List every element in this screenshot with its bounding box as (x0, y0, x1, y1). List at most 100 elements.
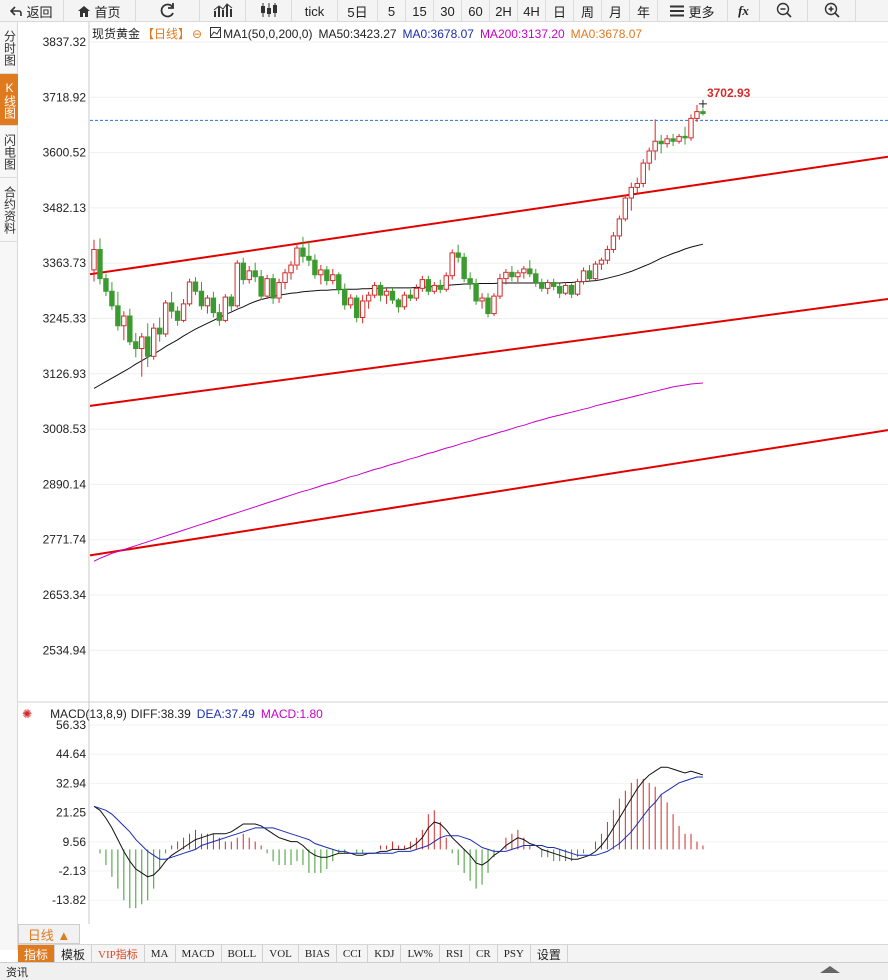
home-button[interactable]: 首页 (64, 0, 136, 22)
candle-body (401, 294, 408, 308)
candle-body (145, 336, 151, 357)
candle-body (324, 269, 330, 282)
fx-icon: fx (738, 3, 749, 18)
dea-line (93, 776, 703, 860)
candle-body (449, 252, 455, 277)
tab-kline[interactable]: K线图 (0, 74, 18, 126)
price-tick-label: 3600.52 (43, 146, 87, 160)
price-tick-label: 3718.92 (43, 90, 87, 104)
period-4h-button[interactable]: 4H (518, 0, 546, 22)
tab-psy[interactable]: PSY (498, 945, 531, 963)
candle-body (437, 284, 443, 290)
candle-body (539, 282, 545, 289)
candle-body (318, 269, 324, 276)
period-selector[interactable]: 日线 ▲ (18, 924, 80, 944)
tab-indicators[interactable]: 指标 (18, 945, 56, 963)
macd-settings-icon[interactable]: ✺ (22, 707, 33, 721)
zoom-out-button[interactable] (760, 0, 808, 22)
candle-body (168, 302, 175, 312)
candle-body (473, 282, 479, 302)
price-tick-label: 2534.94 (43, 643, 87, 657)
candle-body (646, 150, 652, 164)
candle-body (580, 270, 587, 283)
candle-body (503, 271, 509, 280)
chart-type-button[interactable] (200, 0, 246, 22)
ma50-value: MA50:3423.27 (318, 26, 397, 41)
candle-body (342, 288, 348, 306)
candle-body (443, 275, 449, 290)
candle-body (604, 249, 611, 261)
candle-body (670, 138, 676, 142)
candle-body (276, 282, 282, 299)
macd-tick-label: 32.94 (56, 776, 86, 790)
period-month-button[interactable]: 月 (602, 0, 630, 22)
tab-boll[interactable]: BOLL (222, 945, 264, 963)
candle-body (127, 315, 133, 343)
period-5-button[interactable]: 5 (378, 0, 406, 22)
period-year-button[interactable]: 年 (630, 0, 658, 22)
tab-bias[interactable]: BIAS (299, 945, 337, 963)
period-30-button[interactable]: 30 (434, 0, 462, 22)
tab-ma[interactable]: MA (145, 945, 176, 963)
period-60-button[interactable]: 60 (462, 0, 490, 22)
period-week-button[interactable]: 周 (574, 0, 602, 22)
candle-body (628, 186, 634, 199)
tab-settings[interactable]: 设置 (531, 945, 568, 963)
refresh-button[interactable] (136, 0, 200, 22)
tab-lwr[interactable]: LW% (401, 945, 440, 963)
candle-body (216, 312, 223, 321)
tab-rsi[interactable]: RSI (440, 945, 471, 963)
candle-style-button[interactable] (246, 0, 292, 22)
news-label[interactable]: 资讯 (6, 966, 28, 979)
candle-body (622, 197, 629, 220)
tab-kdj[interactable]: KDJ (368, 945, 402, 963)
candle-body (497, 278, 503, 297)
candle-body (455, 252, 461, 258)
period-2h-button[interactable]: 2H (490, 0, 518, 22)
tab-template[interactable]: 模板 (55, 945, 93, 963)
candle-body (521, 268, 527, 274)
tick-button[interactable]: tick (292, 0, 338, 22)
five-day-button[interactable]: 5日 (338, 0, 378, 22)
tab-macd[interactable]: MACD (176, 945, 222, 963)
candle-body (562, 284, 569, 294)
back-button[interactable]: 返回 (0, 0, 64, 22)
tab-flash-chart[interactable]: 闪电图 (0, 126, 18, 178)
tab-cci[interactable]: CCI (337, 945, 369, 963)
settings-icon[interactable]: ⊖ (192, 26, 203, 41)
candle-body (550, 282, 557, 287)
candle-body (664, 138, 670, 145)
candle-body (270, 278, 276, 299)
candle-body (359, 300, 366, 318)
menu-icon (670, 5, 685, 17)
kline-chart[interactable]: 3702.93 3837.32 3718.92 3600.52 3482.13 3363… (18, 22, 888, 924)
tab-vip-indicators[interactable]: VIP指标 (92, 945, 145, 963)
more-button[interactable]: 更多 (658, 0, 728, 22)
tab-vol[interactable]: VOL (263, 945, 299, 963)
candle-body (682, 135, 688, 139)
price-tick-label: 3245.33 (43, 312, 87, 326)
tab-cr[interactable]: CR (470, 945, 498, 963)
ma0-value: MA0:3678.07 (402, 26, 474, 41)
period-label: 【日线】 (142, 27, 191, 41)
indicator-icon[interactable] (210, 26, 222, 41)
macd-params: MACD(13,8,9) (50, 707, 127, 721)
formula-button[interactable]: fx (728, 0, 760, 22)
zoom-in-button[interactable] (808, 0, 856, 22)
trend-line (89, 155, 888, 276)
period-15-button[interactable]: 15 (406, 0, 434, 22)
tab-contract-info[interactable]: 合约资料 (0, 178, 18, 242)
macd-tick-label: -2.13 (59, 864, 87, 878)
home-label: 首页 (94, 4, 121, 20)
candle-body (210, 297, 217, 314)
candle-body (556, 285, 563, 294)
candle-body (383, 290, 390, 296)
candle-body (568, 284, 575, 295)
candle-body (312, 259, 318, 276)
candle-body (527, 268, 533, 275)
candle-body (162, 302, 169, 335)
tab-intraday[interactable]: 分时图 (0, 22, 18, 74)
macd-legend: ✺ MACD(13,8,9) DIFF:38.39 DEA:37.49 MACD… (22, 707, 329, 721)
collapse-arrow-icon[interactable] (820, 966, 840, 973)
period-day-button[interactable]: 日 (546, 0, 574, 22)
